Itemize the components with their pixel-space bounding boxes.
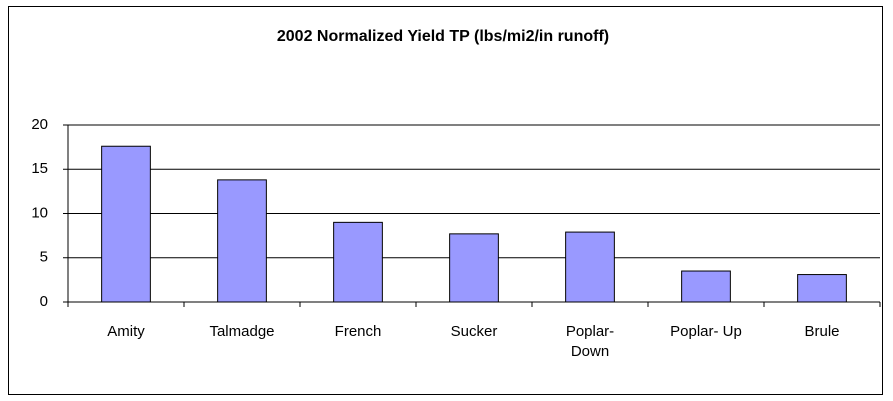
x-tick-label: Talmadge — [209, 323, 274, 340]
x-tick-label: Amity — [107, 323, 145, 340]
y-tick-label: 20 — [31, 116, 48, 133]
y-tick-label: 10 — [31, 204, 48, 221]
bar — [333, 221, 383, 303]
bar — [681, 270, 731, 303]
chart-title: 2002 Normalized Yield TP (lbs/mi2/in run… — [277, 28, 609, 45]
x-tick-label: French — [335, 323, 382, 340]
x-tick-label: Poplar-Down — [566, 323, 614, 360]
bar — [449, 233, 499, 303]
y-tick-label: 5 — [40, 249, 48, 266]
x-tick-label: Sucker — [451, 323, 498, 340]
y-tick-label: 0 — [40, 293, 48, 310]
bar — [797, 274, 847, 303]
chart-border — [8, 6, 883, 395]
bar — [101, 145, 151, 303]
x-tick-label: Poplar- Up — [670, 323, 742, 340]
x-tick-label: Brule — [804, 323, 839, 340]
bar — [565, 231, 615, 303]
bar — [217, 179, 267, 303]
y-tick-label: 15 — [31, 160, 48, 177]
